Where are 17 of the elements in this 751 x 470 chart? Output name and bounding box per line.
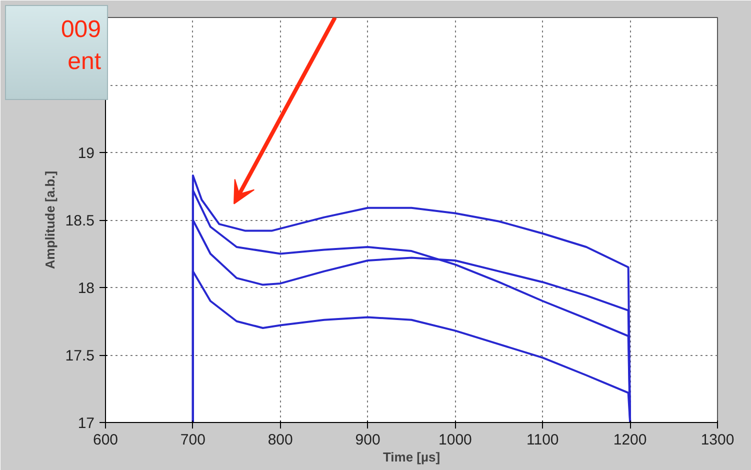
y-tick-label: 18: [78, 280, 95, 297]
text: 009: [60, 15, 101, 45]
x-tick-label: 1000: [438, 432, 472, 448]
y-tick-label: 19: [78, 145, 95, 162]
y-axis-title: Amplitude [a.b.]: [42, 170, 58, 270]
x-tick-label: 800: [268, 432, 293, 448]
x-tick-label: 1200: [613, 432, 647, 448]
x-tick-label: 700: [180, 432, 206, 448]
x-axis-title: Time [µs]: [382, 450, 440, 464]
x-tick-label: 1300: [700, 432, 734, 448]
x-tick-label: 1100: [526, 432, 559, 448]
x-tick-label: 600: [92, 432, 118, 448]
y-tick-label: 17.5: [65, 348, 95, 364]
x-tick-label: 900: [355, 432, 380, 448]
y-tick-label: 18.5: [65, 212, 95, 230]
text: ent: [66, 47, 101, 77]
y-tick-label: 17: [78, 415, 95, 432]
